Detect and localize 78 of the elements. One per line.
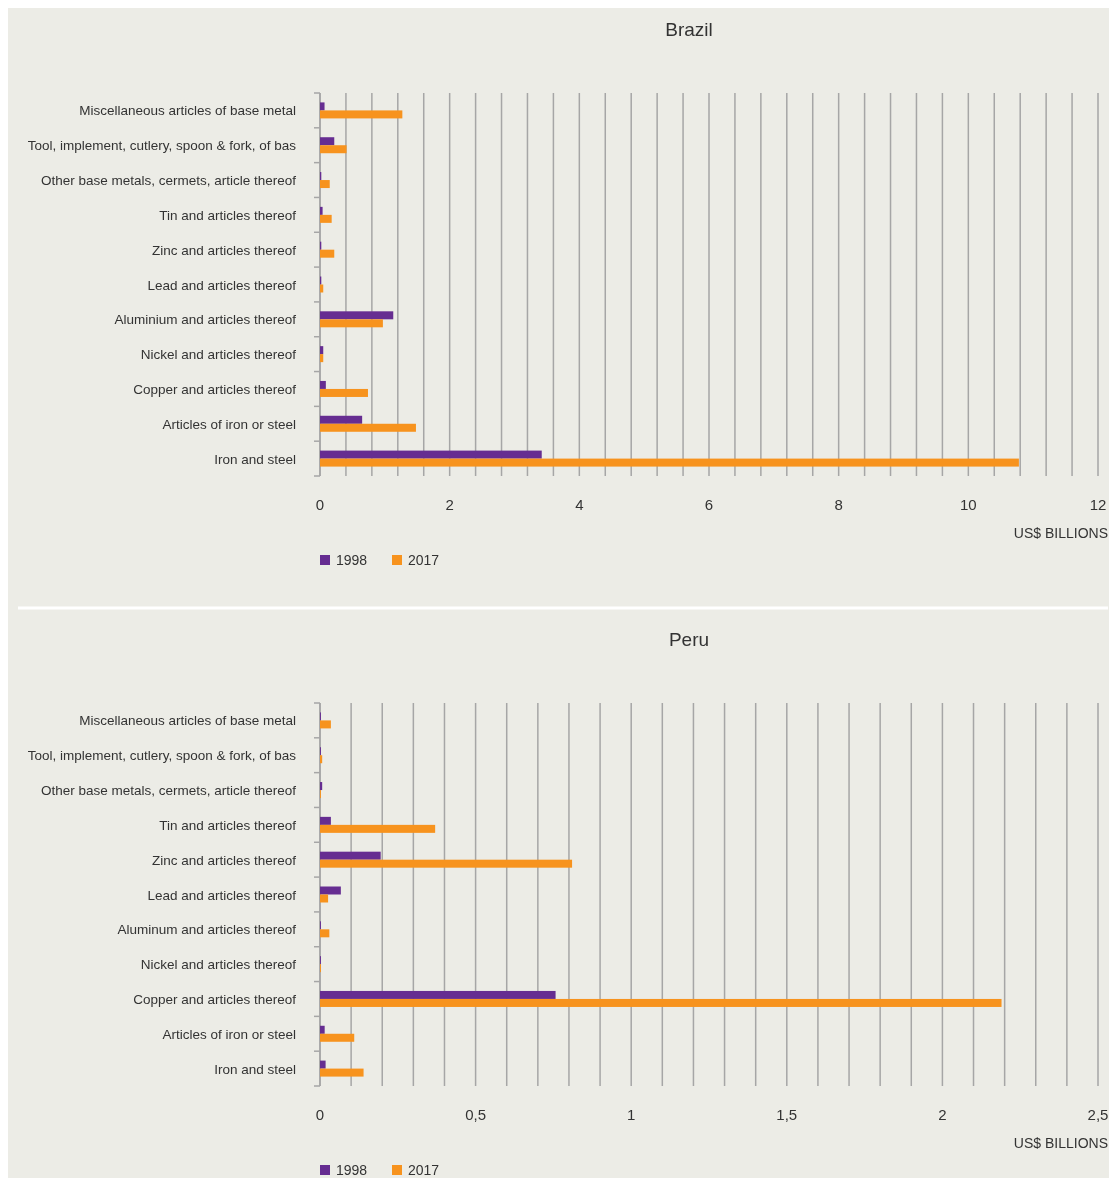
bar (320, 450, 542, 459)
bar (320, 415, 363, 424)
bar (320, 214, 332, 223)
x-axis-title: US$ BILLIONS (1013, 525, 1108, 541)
y-tick-label: Miscellaneous articles of base metal (79, 103, 296, 119)
bar (320, 249, 335, 258)
y-tick-label: Tool, implement, cutlery, spoon & fork, of bas (27, 748, 297, 764)
legend-label: 2017 (408, 1162, 440, 1178)
y-tick-label: Copper and articles thereof (133, 381, 297, 397)
bar (320, 929, 330, 938)
y-tick-label: Aluminum and articles thereof (117, 922, 297, 938)
x-tick-label: 1 (627, 1106, 636, 1123)
bar (320, 816, 331, 825)
bar (320, 998, 1002, 1007)
x-tick-label: 0 (315, 496, 325, 513)
bar (320, 380, 326, 389)
y-tick-label: Articles of iron or steel (162, 1026, 296, 1042)
bar (320, 346, 324, 355)
x-tick-label: 0,5 (465, 1106, 487, 1123)
legend-label: 1998 (336, 1162, 368, 1178)
y-tick-label: Aluminium and articles thereof (114, 312, 297, 328)
y-tick-label: Tool, implement, cutlery, spoon & fork, of bas (27, 138, 297, 154)
x-tick-label: 2 (938, 1106, 947, 1123)
x-axis-title: US$ BILLIONS (1013, 1135, 1108, 1151)
legend-label: 2017 (408, 552, 440, 568)
chart-title: Brazil (665, 19, 713, 40)
y-tick-label: Iron and steel (214, 451, 296, 467)
bar (320, 311, 394, 320)
bar (320, 458, 1019, 467)
y-tick-label: Lead and articles thereof (147, 277, 297, 293)
bar (320, 1033, 355, 1042)
bar (320, 388, 368, 397)
y-tick-label: Zinc and articles thereof (151, 242, 297, 258)
bar (320, 145, 347, 154)
x-tick-label: 8 (834, 496, 843, 513)
x-tick-label: 6 (704, 496, 714, 513)
x-tick-label: 2 (445, 496, 454, 513)
y-tick-label: Tin and articles thereof (159, 817, 297, 833)
y-tick-label: Miscellaneous articles of base metal (79, 713, 296, 729)
bar (320, 110, 403, 119)
x-tick-label: 4 (575, 496, 584, 513)
y-tick-label: Tin and articles thereof (159, 207, 297, 223)
bar (320, 137, 335, 146)
bar (320, 755, 323, 764)
bar (320, 851, 381, 860)
bar (320, 284, 324, 293)
x-tick-label: 1,5 (776, 1106, 798, 1123)
bar (320, 102, 325, 111)
y-tick-label: Other base metals, cermets, article thereof (40, 783, 297, 799)
bar (320, 1068, 364, 1077)
y-tick-label: Nickel and articles thereof (140, 957, 297, 973)
bar (320, 782, 323, 791)
bar (320, 990, 556, 999)
x-tick-label: 2,5 (1087, 1106, 1109, 1123)
bar (320, 354, 324, 363)
y-tick-label: Copper and articles thereof (133, 991, 297, 1007)
bar (320, 423, 416, 432)
x-tick-label: 12 (1089, 496, 1107, 513)
bar (320, 319, 383, 328)
bar (320, 1025, 325, 1034)
x-tick-label: 10 (959, 496, 977, 513)
y-tick-label: Iron and steel (214, 1061, 296, 1077)
y-tick-label: Zinc and articles thereof (151, 852, 297, 868)
y-tick-label: Articles of iron or steel (162, 416, 296, 432)
bar (320, 886, 341, 895)
bar (320, 1060, 326, 1069)
y-tick-label: Other base metals, cermets, article thereof (40, 173, 297, 189)
chart-title: Peru (668, 629, 710, 650)
legend-label: 1998 (336, 552, 368, 568)
bar (320, 180, 330, 189)
bar (320, 859, 573, 868)
bar (320, 824, 436, 833)
y-tick-label: Lead and articles thereof (147, 887, 297, 903)
bar (320, 206, 323, 215)
x-tick-label: 0 (315, 1106, 325, 1123)
bar (320, 720, 331, 729)
bar (320, 894, 329, 903)
y-tick-label: Nickel and articles thereof (140, 347, 297, 363)
